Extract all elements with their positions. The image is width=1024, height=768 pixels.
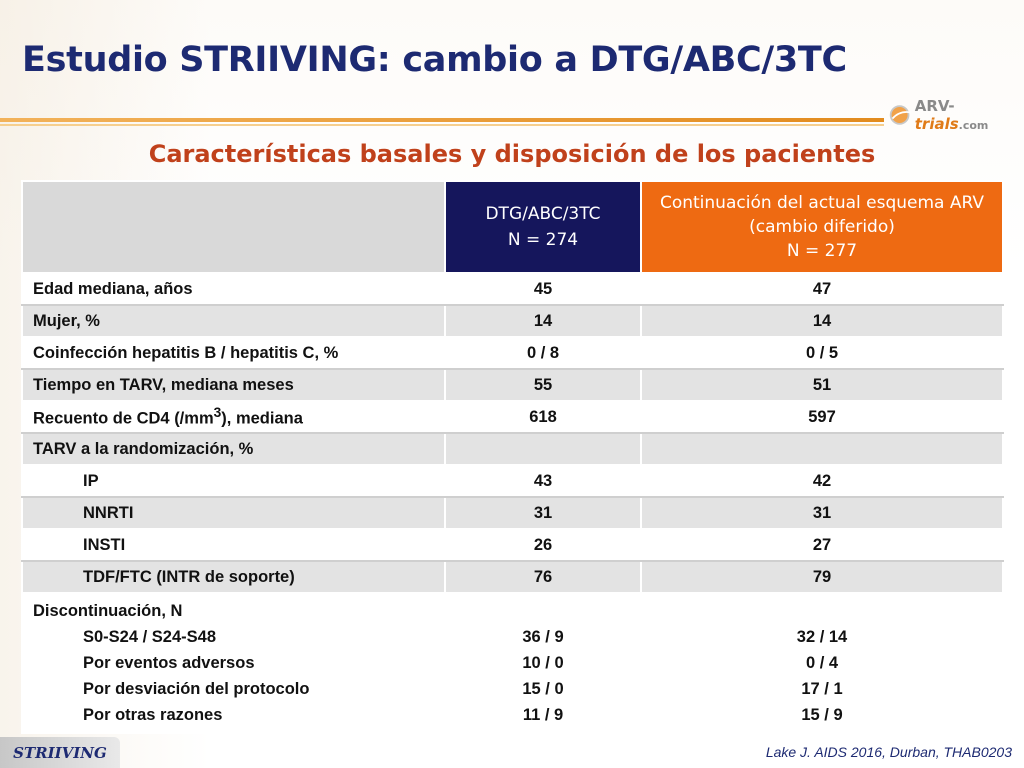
- continuation-value: 47: [640, 272, 1004, 306]
- dtg-value: 10 / 0: [522, 654, 564, 672]
- discontinuation-item-label: Por otras razones: [83, 706, 223, 724]
- title-divider-thin: [0, 124, 884, 126]
- row-label: NNRTI: [21, 496, 446, 530]
- header-dtg-n: N = 274: [507, 230, 579, 250]
- discontinuation-labels: Discontinuación, N S0-S24 / S24-S48 Por …: [21, 592, 446, 734]
- row-label: Recuento de CD4 (/mm3), mediana: [21, 400, 446, 434]
- row-label: TDF/FTC (INTR de soporte): [21, 560, 446, 594]
- row-label: Tiempo en TARV, mediana meses: [21, 368, 446, 402]
- dtg-value: [444, 432, 642, 466]
- continuation-value: 32 / 14: [796, 628, 848, 646]
- header-continuation-name: Continuación del actual esquema ARV (cam…: [659, 193, 985, 237]
- continuation-value: 79: [640, 560, 1004, 594]
- continuation-value: [640, 432, 1004, 466]
- table-header-row: DTG/ABC/3TC N = 274 Continuación del act…: [21, 180, 1004, 274]
- dtg-value: 43: [444, 464, 642, 498]
- continuation-value: 15 / 9: [801, 706, 843, 724]
- table-subtitle: Características basales y disposición de…: [148, 140, 876, 168]
- table-row: Tiempo en TARV, mediana meses 55 51: [21, 368, 1004, 402]
- row-label: INSTI: [21, 528, 446, 562]
- continuation-value: 31: [640, 496, 1004, 530]
- discontinuation-row: Discontinuación, N S0-S24 / S24-S48 Por …: [21, 592, 1004, 734]
- dtg-value: 31: [444, 496, 642, 530]
- citation: Lake J. AIDS 2016, Durban, THAB0203: [765, 744, 1012, 760]
- baseline-characteristics-table: DTG/ABC/3TC N = 274 Continuación del act…: [21, 180, 1004, 734]
- arv-trials-logo: ARV-trials.com: [888, 97, 1016, 133]
- continuation-value: 27: [640, 528, 1004, 562]
- continuation-value: 17 / 1: [801, 680, 843, 698]
- row-label: IP: [21, 464, 446, 498]
- table-row: Recuento de CD4 (/mm3), mediana 618 597: [21, 400, 1004, 434]
- row-label: Coinfección hepatitis B / hepatitis C, %: [21, 336, 446, 370]
- table-row: Mujer, % 14 14: [21, 304, 1004, 338]
- header-dtg-name: DTG/ABC/3TC: [485, 204, 601, 224]
- header-blank-cell: [21, 180, 446, 274]
- row-label: Edad mediana, años: [21, 272, 446, 306]
- discontinuation-dtg-values: 36 / 9 10 / 0 15 / 0 11 / 9: [444, 592, 642, 734]
- continuation-value: 14: [640, 304, 1004, 338]
- dtg-value: 36 / 9: [522, 628, 564, 646]
- header-dtg-abc-3tc: DTG/ABC/3TC N = 274: [444, 180, 642, 274]
- continuation-value: 42: [640, 464, 1004, 498]
- discontinuation-heading: Discontinuación, N: [33, 602, 183, 620]
- dtg-value: 76: [444, 560, 642, 594]
- continuation-value: 51: [640, 368, 1004, 402]
- header-continuation-n: N = 277: [786, 241, 858, 261]
- discontinuation-item-label: Por desviación del protocolo: [83, 680, 310, 698]
- dtg-value: 14: [444, 304, 642, 338]
- dtg-value: 11 / 9: [522, 706, 564, 724]
- continuation-value: 0 / 5: [640, 336, 1004, 370]
- row-label: Mujer, %: [21, 304, 446, 338]
- table-row: INSTI 26 27: [21, 528, 1004, 562]
- table-row: TARV a la randomización, %: [21, 432, 1004, 466]
- discontinuation-item-label: Por eventos adversos: [83, 654, 255, 672]
- table-row: Edad mediana, años 45 47: [21, 272, 1004, 306]
- study-footer-tag: STRIIVING: [0, 737, 120, 768]
- header-continuation: Continuación del actual esquema ARV (cam…: [640, 180, 1004, 274]
- dtg-value: 0 / 8: [444, 336, 642, 370]
- table-row: NNRTI 31 31: [21, 496, 1004, 530]
- dtg-value: 15 / 0: [522, 680, 564, 698]
- discontinuation-continuation-values: 32 / 14 0 / 4 17 / 1 15 / 9: [640, 592, 1004, 734]
- slide-title: Estudio STRIIVING: cambio a DTG/ABC/3TC: [22, 40, 847, 80]
- dtg-value: 45: [444, 272, 642, 306]
- continuation-value: 0 / 4: [805, 654, 839, 672]
- table-row: TDF/FTC (INTR de soporte) 76 79: [21, 560, 1004, 594]
- dtg-value: 26: [444, 528, 642, 562]
- dtg-value: 55: [444, 368, 642, 402]
- dtg-value: 618: [444, 400, 642, 434]
- discontinuation-item-label: S0-S24 / S24-S48: [83, 628, 216, 646]
- table-row: IP 43 42: [21, 464, 1004, 498]
- table-row: Coinfección hepatitis B / hepatitis C, %…: [21, 336, 1004, 370]
- title-divider: [0, 118, 884, 122]
- row-label: TARV a la randomización, %: [21, 432, 446, 466]
- continuation-value: 597: [640, 400, 1004, 434]
- logo-globe-icon: [889, 105, 911, 125]
- logo-wordmark: ARV-trials.com: [914, 97, 989, 133]
